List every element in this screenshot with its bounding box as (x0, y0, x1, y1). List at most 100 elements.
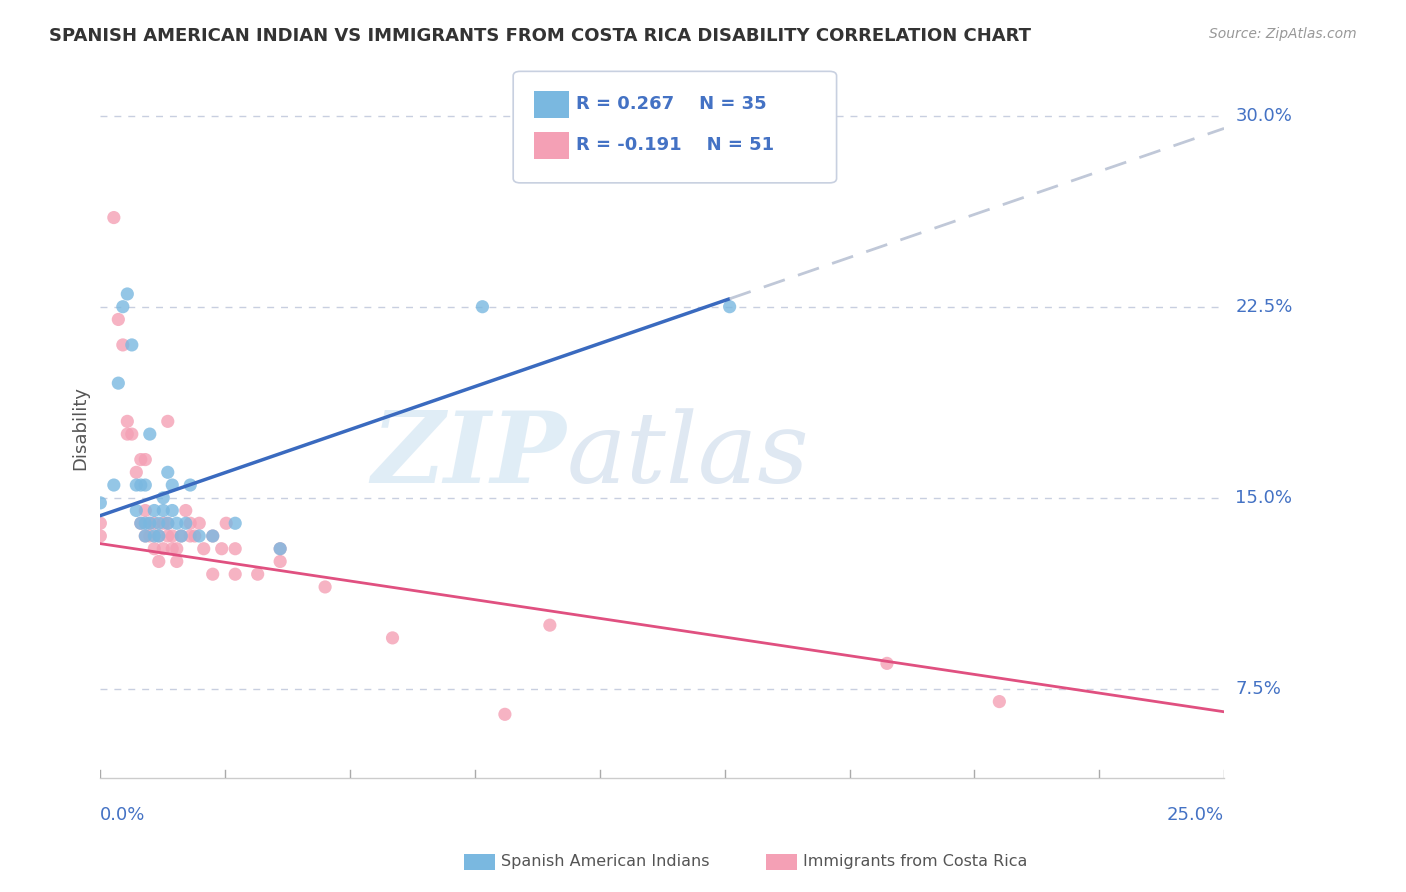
Text: 25.0%: 25.0% (1167, 806, 1225, 824)
Text: 0.0%: 0.0% (100, 806, 146, 824)
Text: 30.0%: 30.0% (1236, 107, 1292, 125)
Point (134, 529, 156, 543)
Point (103, 211, 125, 225)
Point (162, 503, 184, 517)
Point (166, 554, 188, 568)
Point (148, 529, 170, 543)
Point (166, 541, 188, 556)
Point (152, 516, 174, 531)
Point (224, 567, 246, 582)
Point (107, 312, 129, 326)
Text: R = 0.267    N = 35: R = 0.267 N = 35 (576, 95, 768, 113)
Point (224, 541, 246, 556)
Point (121, 338, 143, 352)
Text: atlas: atlas (567, 409, 810, 503)
Point (184, 529, 207, 543)
Text: Spanish American Indians: Spanish American Indians (501, 855, 709, 869)
Point (107, 376, 129, 391)
Point (471, 300, 494, 314)
Point (224, 516, 246, 531)
Point (170, 529, 193, 543)
Point (111, 300, 134, 314)
Point (134, 503, 156, 517)
Point (111, 338, 134, 352)
Point (156, 465, 179, 479)
Point (188, 529, 211, 543)
Point (89, 496, 111, 510)
Point (148, 529, 170, 543)
Point (139, 516, 162, 531)
Y-axis label: Disability: Disability (72, 385, 89, 470)
Point (143, 529, 166, 543)
Point (215, 516, 238, 531)
Point (988, 695, 1011, 709)
Point (89, 529, 111, 543)
Point (148, 554, 170, 568)
Point (162, 529, 184, 543)
Point (179, 478, 201, 492)
Point (117, 427, 139, 442)
Text: Immigrants from Costa Rica: Immigrants from Costa Rica (803, 855, 1028, 869)
Point (269, 541, 291, 556)
Point (143, 516, 166, 531)
Point (129, 478, 152, 492)
Point (156, 516, 179, 531)
Point (314, 580, 336, 594)
Point (152, 541, 174, 556)
Point (538, 618, 561, 632)
Point (129, 452, 152, 467)
Point (125, 503, 148, 517)
Point (174, 503, 197, 517)
Point (162, 478, 184, 492)
Point (269, 541, 291, 556)
Point (201, 567, 224, 582)
Point (117, 414, 139, 428)
Point (201, 529, 224, 543)
Point (125, 478, 148, 492)
Text: 7.5%: 7.5% (1236, 680, 1281, 698)
Point (156, 529, 179, 543)
Point (201, 529, 224, 543)
Point (494, 707, 516, 722)
Point (125, 465, 148, 479)
Point (89, 516, 111, 531)
Point (188, 516, 211, 531)
Point (129, 516, 152, 531)
Point (174, 516, 197, 531)
Point (139, 427, 162, 442)
Text: SPANISH AMERICAN INDIAN VS IMMIGRANTS FROM COSTA RICA DISABILITY CORRELATION CHA: SPANISH AMERICAN INDIAN VS IMMIGRANTS FR… (49, 27, 1031, 45)
Point (134, 516, 156, 531)
Point (152, 503, 174, 517)
Text: 22.5%: 22.5% (1236, 298, 1292, 316)
Point (117, 287, 139, 301)
Point (246, 567, 269, 582)
Text: 15.0%: 15.0% (1236, 489, 1292, 507)
Point (211, 541, 233, 556)
Point (166, 516, 188, 531)
Point (162, 541, 184, 556)
Point (269, 554, 291, 568)
Point (193, 541, 215, 556)
Point (179, 516, 201, 531)
Point (156, 516, 179, 531)
Point (170, 529, 193, 543)
Point (134, 452, 156, 467)
Point (152, 491, 174, 505)
Point (718, 300, 741, 314)
Text: ZIP: ZIP (371, 408, 567, 504)
Text: R = -0.191    N = 51: R = -0.191 N = 51 (576, 136, 775, 154)
Point (876, 657, 898, 671)
Point (134, 529, 156, 543)
Point (143, 503, 166, 517)
Point (129, 516, 152, 531)
Point (139, 516, 162, 531)
Point (143, 541, 166, 556)
Point (139, 529, 162, 543)
Point (148, 516, 170, 531)
Point (134, 478, 156, 492)
Point (121, 427, 143, 442)
Point (156, 414, 179, 428)
Text: Source: ZipAtlas.com: Source: ZipAtlas.com (1209, 27, 1357, 41)
Point (179, 529, 201, 543)
Point (103, 478, 125, 492)
